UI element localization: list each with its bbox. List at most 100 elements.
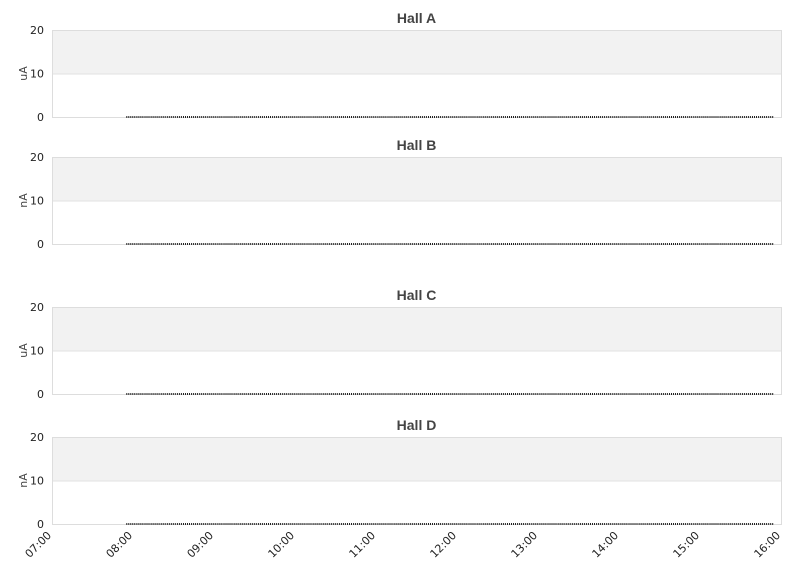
data-point bbox=[261, 243, 263, 245]
data-point bbox=[209, 523, 211, 525]
data-point bbox=[600, 393, 602, 395]
data-point bbox=[488, 116, 490, 118]
data-point bbox=[555, 116, 557, 118]
data-point bbox=[575, 243, 577, 245]
data-point bbox=[604, 116, 606, 118]
data-point bbox=[286, 116, 288, 118]
data-point bbox=[460, 523, 462, 525]
data-point bbox=[515, 393, 516, 395]
data-point bbox=[316, 116, 318, 118]
data-point bbox=[658, 243, 660, 245]
data-point bbox=[620, 523, 622, 525]
data-point bbox=[745, 393, 747, 395]
data-point bbox=[306, 116, 308, 118]
data-point bbox=[249, 523, 251, 525]
data-point bbox=[296, 243, 298, 245]
data-point bbox=[671, 243, 672, 245]
data-point bbox=[504, 116, 506, 118]
data-point bbox=[537, 116, 539, 118]
data-point bbox=[717, 116, 719, 118]
data-point bbox=[624, 116, 626, 118]
data-point bbox=[166, 523, 168, 525]
data-point bbox=[284, 243, 286, 245]
data-point bbox=[328, 243, 330, 245]
data-point bbox=[519, 523, 521, 525]
data-point bbox=[545, 523, 547, 525]
data-point bbox=[187, 243, 188, 245]
data-point bbox=[579, 393, 581, 395]
data-point bbox=[170, 523, 172, 525]
data-point bbox=[652, 393, 654, 395]
data-point bbox=[687, 523, 689, 525]
data-point bbox=[482, 393, 484, 395]
data-point bbox=[195, 116, 197, 118]
data-point bbox=[616, 243, 618, 245]
data-point bbox=[652, 116, 654, 118]
data-point bbox=[328, 116, 330, 118]
data-point bbox=[195, 523, 197, 525]
data-point bbox=[555, 243, 557, 245]
data-point bbox=[304, 523, 306, 525]
data-point bbox=[575, 523, 577, 525]
data-point bbox=[324, 393, 326, 395]
data-point bbox=[399, 116, 401, 118]
data-point bbox=[290, 523, 292, 525]
data-point bbox=[150, 393, 152, 395]
data-point bbox=[259, 116, 261, 118]
data-point bbox=[618, 523, 620, 525]
data-point bbox=[219, 393, 221, 395]
data-point bbox=[476, 243, 478, 245]
data-point bbox=[308, 243, 310, 245]
data-point bbox=[168, 116, 170, 118]
data-point bbox=[701, 116, 703, 118]
data-point bbox=[681, 393, 683, 395]
data-point bbox=[213, 523, 215, 525]
data-point bbox=[270, 243, 271, 245]
data-point bbox=[656, 243, 658, 245]
data-point bbox=[594, 243, 595, 245]
data-point bbox=[320, 523, 322, 525]
data-point bbox=[760, 393, 762, 395]
data-point bbox=[318, 116, 320, 118]
data-point bbox=[221, 523, 223, 525]
data-point bbox=[229, 523, 231, 525]
data-point bbox=[201, 243, 203, 245]
data-point bbox=[723, 393, 725, 395]
data-point bbox=[361, 243, 363, 245]
data-point bbox=[762, 523, 764, 525]
data-point bbox=[421, 523, 423, 525]
data-point bbox=[156, 116, 158, 118]
data-point bbox=[650, 393, 652, 395]
data-point bbox=[474, 393, 476, 395]
data-point bbox=[551, 523, 553, 525]
data-point bbox=[284, 523, 286, 525]
data-point bbox=[480, 243, 482, 245]
data-point bbox=[132, 243, 134, 245]
data-point bbox=[320, 116, 322, 118]
data-point bbox=[614, 116, 616, 118]
data-point bbox=[379, 393, 381, 395]
data-point bbox=[347, 116, 348, 118]
data-point bbox=[253, 393, 255, 395]
data-point bbox=[727, 393, 729, 395]
data-point bbox=[286, 243, 288, 245]
data-point bbox=[685, 393, 687, 395]
data-point bbox=[770, 523, 772, 525]
data-point bbox=[128, 243, 130, 245]
data-point bbox=[547, 243, 549, 245]
data-point bbox=[616, 116, 618, 118]
data-point bbox=[314, 523, 316, 525]
data-point bbox=[261, 116, 263, 118]
data-point bbox=[727, 523, 729, 525]
data-point bbox=[581, 116, 583, 118]
data-point bbox=[387, 393, 389, 395]
data-point bbox=[681, 243, 683, 245]
data-point bbox=[466, 116, 468, 118]
data-point bbox=[278, 116, 280, 118]
data-point bbox=[762, 393, 764, 395]
data-point bbox=[132, 116, 134, 118]
data-point bbox=[223, 523, 225, 525]
data-point bbox=[130, 523, 132, 525]
data-point bbox=[745, 523, 747, 525]
data-point bbox=[733, 523, 735, 525]
